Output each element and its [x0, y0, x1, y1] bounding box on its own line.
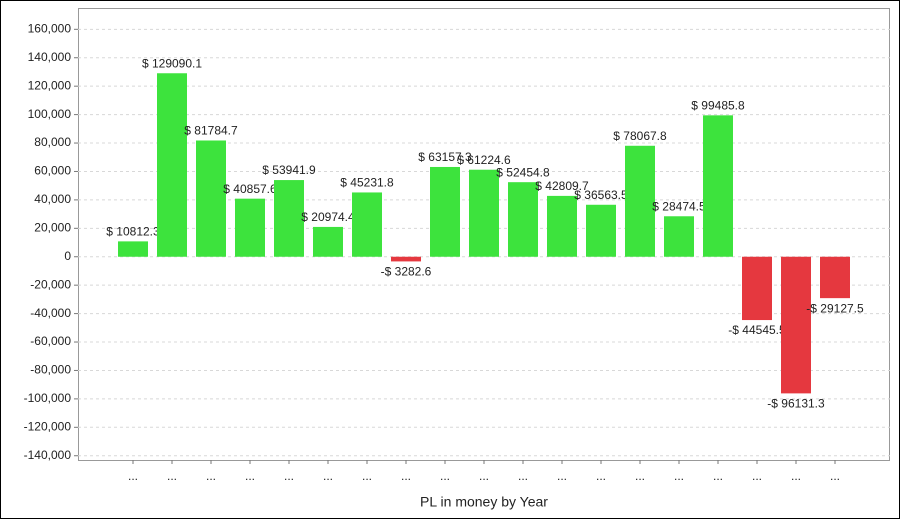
- y-tick-label: -20,000: [30, 277, 71, 291]
- bar: [781, 256, 811, 394]
- y-tick-label: -40,000: [30, 306, 71, 320]
- y-tick-label: -80,000: [30, 363, 71, 377]
- data-label: $ 63157.3: [418, 150, 472, 164]
- x-tick-label: ...: [752, 469, 762, 483]
- data-label: -$ 3282.6: [381, 265, 432, 279]
- data-label: -$ 29127.5: [806, 301, 864, 315]
- y-tick-label: 100,000: [28, 107, 72, 121]
- data-label: $ 129090.1: [142, 56, 202, 70]
- x-tick-label: ...: [518, 469, 528, 483]
- data-label: $ 81784.7: [184, 124, 238, 138]
- data-label: $ 28474.5: [652, 199, 706, 213]
- y-tick-label: 80,000: [34, 135, 71, 149]
- bar: [235, 198, 265, 257]
- bar: [313, 226, 343, 257]
- bar: [274, 180, 304, 257]
- bar: [196, 140, 226, 257]
- x-tick-label: ...: [635, 469, 645, 483]
- bar: [586, 204, 616, 257]
- x-tick-label: ...: [128, 469, 138, 483]
- x-tick-label: ...: [674, 469, 684, 483]
- data-label: $ 40857.6: [223, 182, 277, 196]
- data-label: -$ 44545.5: [728, 323, 786, 337]
- y-tick-label: 160,000: [28, 21, 72, 35]
- x-tick-label: ...: [206, 469, 216, 483]
- data-label: -$ 96131.3: [767, 397, 825, 411]
- y-tick-label: -140,000: [24, 448, 72, 462]
- data-label: $ 78067.8: [613, 129, 667, 143]
- x-tick-label: ...: [713, 469, 723, 483]
- x-tick-label: ...: [830, 469, 840, 483]
- bar: [664, 216, 694, 257]
- bar: [703, 115, 733, 257]
- bar: [820, 256, 850, 299]
- y-tick-label: -60,000: [30, 334, 71, 348]
- bar: [157, 73, 187, 257]
- data-label: $ 53941.9: [262, 163, 316, 177]
- x-axis-label: PL in money by Year: [420, 494, 548, 510]
- bar: [469, 169, 499, 257]
- x-tick-label: ...: [791, 469, 801, 483]
- data-label: $ 10812.3: [106, 225, 160, 239]
- y-tick-label: 40,000: [34, 192, 71, 206]
- bar: [625, 145, 655, 257]
- data-label: $ 42809.7: [535, 179, 589, 193]
- data-label: $ 20974.4: [301, 210, 355, 224]
- x-tick-label: ...: [245, 469, 255, 483]
- data-label: $ 45231.8: [340, 176, 394, 190]
- x-tick-label: ...: [401, 469, 411, 483]
- bar: [742, 256, 772, 321]
- x-tick-label: ...: [596, 469, 606, 483]
- y-tick-label: -100,000: [24, 391, 72, 405]
- x-tick-label: ...: [323, 469, 333, 483]
- x-tick-label: ...: [440, 469, 450, 483]
- y-tick-label: 60,000: [34, 164, 71, 178]
- data-label: $ 36563.5: [574, 188, 628, 202]
- data-label: $ 99485.8: [691, 99, 745, 113]
- y-tick-label: 0: [64, 249, 71, 263]
- y-tick-label: 140,000: [28, 50, 72, 64]
- y-tick-label: -120,000: [24, 419, 72, 433]
- data-label: $ 52454.8: [496, 165, 550, 179]
- data-label: $ 61224.6: [457, 153, 511, 167]
- y-tick-label: 20,000: [34, 220, 71, 234]
- bar: [547, 195, 577, 257]
- bar: [118, 241, 148, 257]
- x-tick-label: ...: [284, 469, 294, 483]
- bar: [391, 256, 421, 262]
- x-tick-label: ...: [557, 469, 567, 483]
- bar: [352, 192, 382, 257]
- bar: [508, 182, 538, 257]
- x-tick-label: ...: [167, 469, 177, 483]
- x-tick-label: ...: [479, 469, 489, 483]
- y-tick-label: 120,000: [28, 78, 72, 92]
- x-tick-label: ...: [362, 469, 372, 483]
- bar: [430, 166, 460, 257]
